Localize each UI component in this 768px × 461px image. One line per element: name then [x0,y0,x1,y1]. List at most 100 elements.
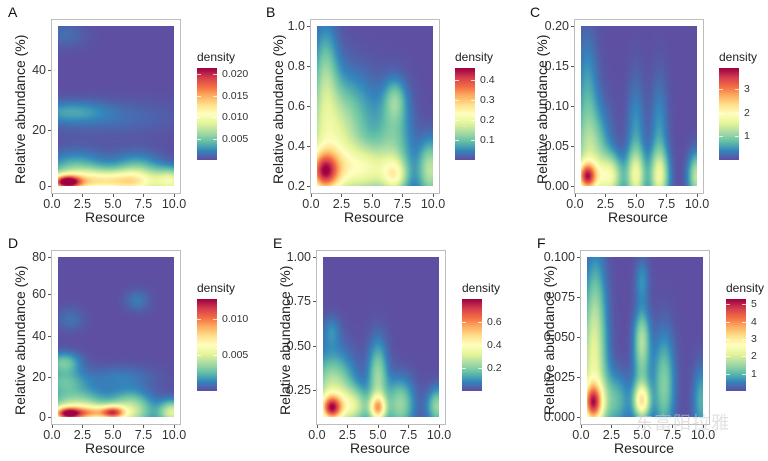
x-tick [408,425,410,428]
y-tick-label: 40 [32,328,46,343]
legend-tick [726,321,730,323]
y-tick-label: 0.8 [287,59,305,73]
y-tick [48,70,51,72]
x-tick [697,194,698,197]
y-axis-title: Relative abundance (%) [541,265,557,415]
x-tick-label: 5.0 [633,428,651,442]
legend-tick [742,304,746,306]
legend-tick [462,322,466,323]
legend-label: 4 [751,315,757,328]
y-axis-title: Relative abundance (%) [534,34,550,184]
x-tick-label: 10.0 [161,428,187,442]
y-tick [48,257,51,258]
x-tick-label: 10.0 [426,428,452,442]
legend-tick [478,345,482,346]
legend-label: 2 [751,350,757,363]
legend-tick [213,319,217,321]
y-tick-label: 60 [32,287,46,302]
heatmap-density [323,257,439,417]
x-tick [439,425,440,428]
x-tick [605,194,607,197]
x-tick-label: 5.0 [627,197,645,211]
x-tick [672,425,674,428]
y-tick [577,257,580,258]
y-tick-label: 0.2 [287,179,305,193]
x-tick [635,194,637,197]
x-tick-label: 7.5 [399,428,418,442]
legend-tick [742,356,746,358]
legend-tick [213,138,217,140]
heatmap-density [58,26,174,186]
legend-title: density [719,50,758,64]
legend-tick [471,140,475,141]
y-tick-label: 80 [32,250,46,264]
x-tick-label: 2.5 [73,197,92,211]
panel-b: B 0.2 0.4 0.6 0.8 1.0 0.0 2.5 5.0 7.5 10.0 Resource… [258,0,514,230]
y-tick [48,335,51,337]
x-tick-label: 2.5 [73,428,92,442]
x-tick [112,425,114,428]
y-tick [571,26,574,27]
legend-colorbar [455,68,475,160]
x-tick [143,425,145,428]
y-tick-label: 0 [39,410,46,424]
y-tick-label: 1.00 [286,250,311,264]
legend-tick [478,322,482,323]
y-tick-label: 0.25 [286,383,311,398]
y-tick-label: 0.025 [543,370,575,384]
panel-label: B [266,4,276,20]
legend-label: 0.1 [480,134,495,146]
x-tick [574,194,576,197]
x-tick-label: 0.0 [308,428,326,442]
x-tick [347,425,349,428]
x-tick [112,194,114,197]
y-tick [313,390,316,392]
x-tick [371,194,373,197]
x-axis-title: Resource [608,209,668,225]
x-tick [143,194,145,197]
panel-label: E [273,235,283,251]
y-tick-label: 1.0 [287,19,305,33]
legend-label: 0.6 [487,316,502,328]
y-tick [577,417,580,418]
panel-a: A 0 20 40 0.0 2.5 5.0 7.5 10.0 Resource Relative a… [0,0,256,230]
legend-label: 1 [751,367,757,380]
legend-tick [735,89,739,91]
y-tick-label: 0.10 [544,99,569,113]
panel-label: A [8,4,18,20]
y-tick-label: 0.75 [286,294,311,309]
y-tick-label: 20 [32,370,46,385]
y-tick [571,106,574,107]
legend-label: 0.2 [480,114,495,126]
x-axis-title: Resource [350,440,410,456]
x-tick-label: 0.0 [572,428,590,442]
x-tick-label: 0.0 [302,197,320,211]
legend-label: 0.005 [222,349,249,362]
y-axis-title: Relative abundance (%) [12,265,28,415]
legend-colorbar [462,299,482,391]
x-tick [174,425,175,428]
legend-label: 0.010 [222,313,249,326]
legend-tick [726,304,730,306]
legend-title: density [197,281,236,295]
x-tick-label: 7.5 [134,428,153,442]
y-tick [307,146,310,147]
y-tick-label: 0.20 [544,19,569,33]
x-tick [703,425,704,428]
legend-tick [719,89,723,91]
x-tick-label: 0.0 [566,197,584,211]
x-tick [611,425,613,428]
x-tick-label: 7.5 [663,428,682,442]
y-tick [48,294,51,296]
x-axis-title: Resource [85,440,145,456]
legend-tick [197,355,201,357]
y-tick [307,106,310,107]
x-tick-label: 2.5 [332,197,351,211]
x-tick-label: 7.5 [393,197,412,211]
legend-label: 1 [744,130,750,143]
y-tick-label: 0.50 [286,338,311,353]
y-tick-label: 0.4 [287,139,305,153]
legend-label: 3 [744,83,750,96]
legend-tick [455,100,459,101]
legend-tick [735,112,739,114]
